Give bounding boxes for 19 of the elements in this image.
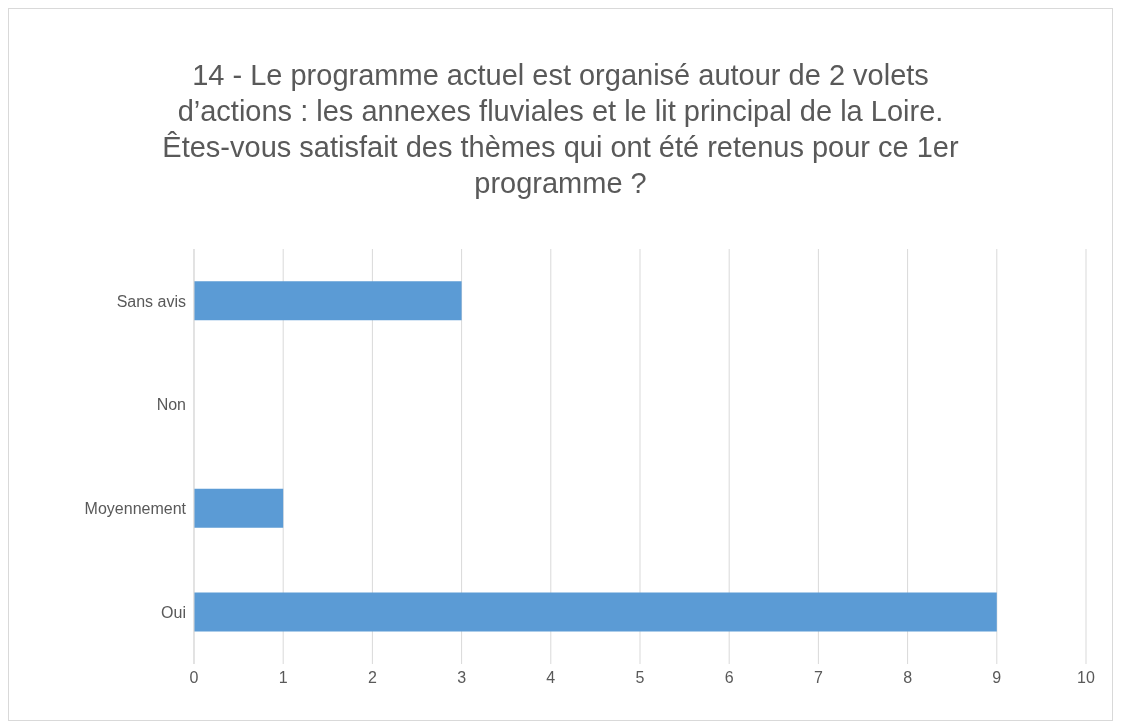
- x-tick-label: 5: [635, 669, 645, 687]
- x-tick-label: 7: [813, 669, 823, 687]
- chart-title: 14 - Le programme actuel est organisé autour de 2 volets d’actions : les annexes fluviales et le lit principal de la Loire. Êtes-vous satisfait des thèmes qui ont été retenus pour ce 1er programme ?: [161, 57, 960, 202]
- x-tick-label: 4: [546, 669, 556, 687]
- x-tick-label: 8: [903, 669, 913, 687]
- y-tick-label: Sans avis: [116, 292, 186, 310]
- bar: [194, 281, 462, 321]
- x-tick-label: 0: [189, 669, 199, 687]
- x-tick-label: 6: [724, 669, 734, 687]
- bar: [194, 488, 284, 528]
- x-tick-label: 1: [278, 669, 288, 687]
- x-tick-label: 9: [992, 669, 1002, 687]
- y-tick-label: Oui: [161, 603, 186, 621]
- y-tick-label: Moyennement: [84, 500, 187, 518]
- x-tick-label: 10: [1077, 669, 1095, 687]
- x-tick-label: 2: [367, 669, 377, 687]
- x-tick-label: 3: [457, 669, 467, 687]
- bar: [194, 592, 997, 632]
- y-tick-label: Non: [156, 396, 186, 414]
